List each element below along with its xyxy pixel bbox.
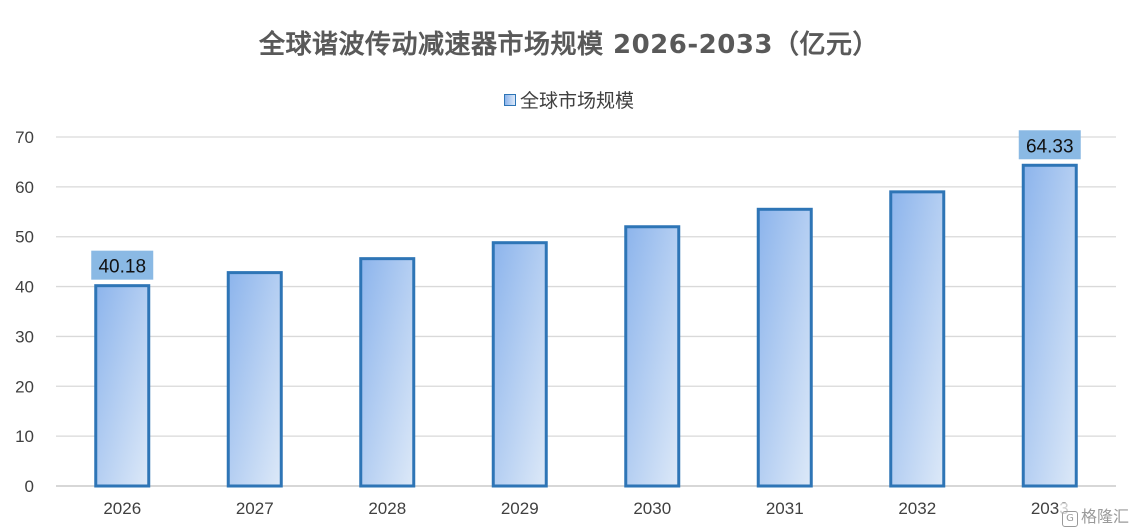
data-label-box [91,250,154,280]
y-tick-label: 20 [15,377,34,396]
y-tick-label: 40 [15,278,34,297]
y-tick-label: 60 [15,178,34,197]
bar-2026 [94,284,151,488]
legend-label: 全球市场规模 [519,90,634,112]
data-labels: 40.18 64.33 [91,130,1081,280]
watermark-text: 格隆汇 [1080,507,1129,526]
y-axis-ticks: 0 10 20 30 40 50 60 70 [15,128,34,496]
data-label-2026: 40.18 [91,250,154,280]
legend: 全球市场规模 [0,86,1138,113]
x-tick-label: 2027 [236,499,274,518]
x-tick-label: 2032 [898,499,936,518]
x-tick-label: 2029 [501,499,539,518]
y-tick-label: 30 [15,327,34,346]
x-tick-label: 2031 [766,499,804,518]
bar-2033 [1021,163,1078,488]
grid-lines [56,136,1116,487]
data-label-box [1018,130,1081,160]
data-label-text: 64.33 [1026,136,1074,157]
y-tick-label: 0 [25,477,34,496]
bar-2030 [624,225,681,488]
data-label-2033: 64.33 [1018,130,1081,160]
y-tick-label: 70 [15,128,34,147]
bar-2028 [359,257,416,488]
x-tick-label: 2026 [103,499,141,518]
legend-swatch [503,94,516,106]
watermark-logo-icon: G [1061,511,1078,527]
y-tick-label: 50 [15,228,34,247]
x-tick-label: 2030 [633,499,671,518]
bar-2027 [226,271,283,488]
watermark: G 格隆汇 [1058,503,1132,527]
x-axis-ticks: 2026 2027 2028 2029 2030 2031 2032 2033 [103,499,1068,518]
x-tick-label: 2028 [368,499,406,518]
chart-title: 全球谐波传动减速器市场规模 2026-2033（亿元） [258,30,880,60]
bars [94,163,1078,488]
bar-2031 [756,207,813,488]
y-tick-label: 10 [15,427,34,446]
data-label-text: 40.18 [98,257,146,278]
bar-2032 [889,190,946,488]
bar-2029 [491,241,548,488]
